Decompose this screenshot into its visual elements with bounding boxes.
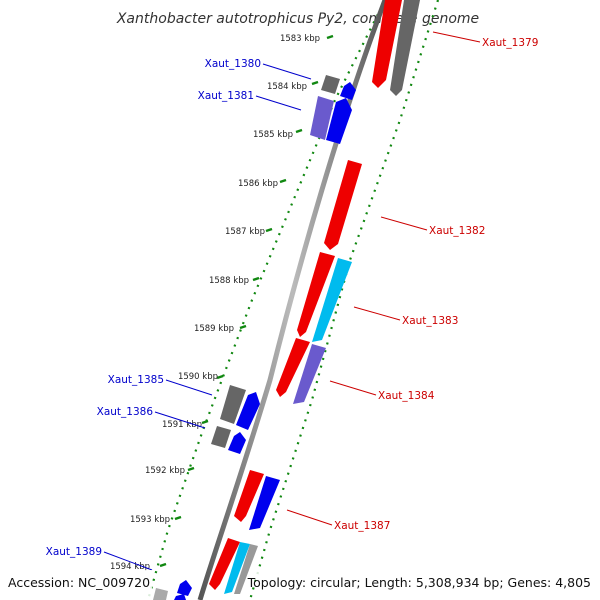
gene-label-xaut-1387[interactable]: Xaut_1387	[334, 520, 390, 532]
tick-label: 1583 kbp	[280, 34, 320, 44]
leader-lines	[103, 31, 481, 571]
gene-label-xaut-1380[interactable]: Xaut_1380	[205, 58, 261, 70]
tick-label: 1591 kbp	[162, 420, 202, 430]
gene-arrow-xaut-1381b[interactable]	[326, 98, 352, 144]
tick-label: 1588 kbp	[209, 276, 249, 286]
gene-arrow-xaut-1383a[interactable]	[297, 252, 335, 337]
gene-arrow-bottom-blue-a[interactable]	[177, 580, 192, 596]
gene-arrow-xaut-1385a[interactable]	[220, 385, 246, 424]
gene-arrow-xaut-1386a[interactable]	[211, 426, 231, 448]
tick-labels: 1583 kbp 1584 kbp 1585 kbp 1586 kbp 1587…	[110, 34, 320, 572]
accession-text: Accession: NC_009720	[8, 575, 150, 590]
tick-label: 1592 kbp	[145, 466, 185, 476]
gene-arrow-gray-top[interactable]	[390, 0, 420, 96]
gene-arrow-bottom-red[interactable]	[209, 538, 240, 590]
gene-arrow-xaut-1384b[interactable]	[293, 344, 326, 404]
gene-arrow-xaut-1380[interactable]	[340, 82, 356, 100]
footer-backdrop-right	[256, 570, 600, 600]
gene-label-xaut-1389[interactable]: Xaut_1389	[46, 546, 102, 558]
tick-label: 1587 kbp	[225, 227, 265, 237]
gene-arrow-xaut-1387b[interactable]	[249, 476, 280, 530]
tick-marks	[159, 34, 334, 568]
gene-arrow-bottom-cyan[interactable]	[224, 542, 250, 594]
gene-arrow-xaut-1384a[interactable]	[276, 338, 310, 397]
gene-labels-left: Xaut_1380 Xaut_1381 Xaut_1385 Xaut_1386 …	[46, 58, 261, 558]
gene-label-xaut-1386[interactable]: Xaut_1386	[97, 406, 154, 418]
gene-arrow-xaut-1386b[interactable]	[228, 432, 246, 454]
gene-arrow-bottom-blue-b[interactable]	[174, 594, 186, 600]
gene-label-xaut-1385[interactable]: Xaut_1385	[108, 374, 164, 386]
gene-label-xaut-1379[interactable]: Xaut_1379	[482, 37, 538, 49]
gene-arrow-xaut-1383b[interactable]	[312, 258, 352, 342]
gene-label-xaut-1382[interactable]: Xaut_1382	[429, 225, 485, 237]
tick-label: 1589 kbp	[194, 324, 234, 334]
gene-arrow-xaut-1385b[interactable]	[236, 392, 260, 430]
tick-label: 1586 kbp	[238, 179, 278, 189]
genome-summary-text: Topology: circular; Length: 5,308,934 bp…	[247, 575, 591, 590]
inner-guide-line	[146, 0, 386, 600]
gene-arrow-xaut-1387a[interactable]	[234, 470, 264, 522]
gene-labels-right: Xaut_1379 Xaut_1382 Xaut_1383 Xaut_1384 …	[334, 37, 538, 532]
gene-arrow-xaut-1382[interactable]	[324, 160, 362, 250]
forward-strand-genes	[153, 75, 356, 600]
reverse-strand-genes	[209, 0, 420, 594]
gene-arrow-xaut-1381a[interactable]	[310, 96, 334, 140]
gene-label-xaut-1381[interactable]: Xaut_1381	[198, 90, 254, 102]
gene-arrow-gray-1380[interactable]	[321, 75, 340, 94]
tick-label: 1594 kbp	[110, 562, 150, 572]
footer-backdrop-left	[0, 570, 152, 600]
gene-arrow-bottom-gray-l[interactable]	[153, 588, 168, 600]
tick-label: 1585 kbp	[253, 130, 293, 140]
gene-label-xaut-1383[interactable]: Xaut_1383	[402, 315, 458, 327]
tick-label: 1590 kbp	[178, 372, 218, 382]
gene-arrow-xaut-1379[interactable]	[372, 0, 402, 88]
gene-label-xaut-1384[interactable]: Xaut_1384	[378, 390, 435, 402]
tick-label: 1593 kbp	[130, 515, 170, 525]
gene-arrow-bottom-gray[interactable]	[234, 544, 258, 594]
tick-label: 1584 kbp	[267, 82, 307, 92]
map-title: Xanthobacter autotrophicus Py2, complete…	[116, 11, 479, 27]
outer-guide-line	[248, 0, 440, 600]
